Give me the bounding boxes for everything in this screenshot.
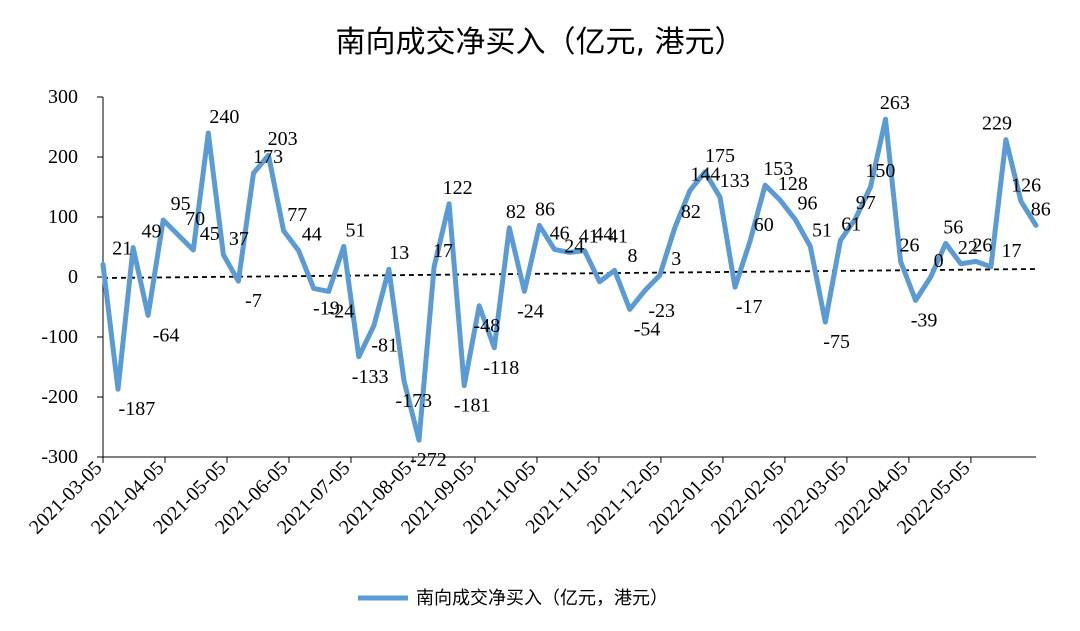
series-line — [100, 116, 1039, 443]
data-label: 82 — [506, 201, 526, 223]
y-tick-label: 300 — [48, 86, 78, 108]
data-label: -272 — [410, 449, 447, 471]
data-label: 70 — [185, 208, 205, 230]
data-label: 41 — [579, 225, 599, 247]
data-label: 96 — [797, 192, 817, 214]
data-label: 45 — [200, 223, 220, 245]
data-label: -81 — [371, 335, 398, 357]
series-layer — [100, 116, 1039, 443]
data-label: 86 — [1031, 198, 1051, 220]
data-label: 175 — [705, 145, 735, 167]
data-label: 24 — [564, 236, 584, 258]
data-label: -7 — [245, 290, 262, 312]
data-label: -173 — [396, 390, 433, 412]
data-label: -54 — [634, 318, 661, 340]
data-label: 17 — [433, 240, 453, 262]
data-label: -17 — [736, 296, 763, 318]
data-label: -24 — [328, 300, 355, 322]
y-tick-label: 100 — [48, 206, 78, 228]
data-label: 13 — [389, 242, 409, 264]
data-label: -187 — [119, 398, 156, 420]
data-label: 97 — [856, 192, 876, 214]
data-label: 61 — [841, 213, 861, 235]
y-tick-label: 200 — [48, 146, 78, 168]
data-label: -181 — [454, 395, 491, 417]
data-label: 17 — [1002, 240, 1022, 262]
data-label: 240 — [209, 106, 239, 128]
data-label: 86 — [535, 198, 555, 220]
data-label: 49 — [141, 221, 161, 243]
data-label: 56 — [943, 216, 963, 238]
data-label: 263 — [880, 92, 910, 114]
data-label: 41 — [608, 225, 628, 247]
y-tick-label: -200 — [41, 386, 78, 408]
data-label: 133 — [720, 170, 750, 192]
data-label: 128 — [778, 173, 808, 195]
data-label: 153 — [763, 158, 793, 180]
data-label: -133 — [352, 366, 389, 388]
data-label: 77 — [287, 204, 307, 226]
data-label: -75 — [823, 331, 850, 353]
data-label: -64 — [153, 324, 180, 346]
zero-line — [102, 268, 1037, 279]
data-label: 51 — [346, 219, 366, 241]
data-label: 144 — [690, 164, 720, 186]
data-label: 60 — [754, 214, 774, 236]
data-label: 26 — [972, 234, 992, 256]
data-label: 37 — [229, 228, 249, 250]
data-label: -23 — [648, 300, 675, 322]
legend: 南向成交净买入（亿元，港元） — [358, 588, 668, 609]
y-tick-label: -300 — [41, 446, 78, 468]
data-label: -39 — [911, 309, 938, 331]
data-label: 150 — [865, 160, 895, 182]
data-label: 44 — [593, 224, 613, 246]
legend-label: 南向成交净买入（亿元，港元） — [416, 588, 668, 609]
data-label: 0 — [934, 250, 944, 272]
data-label: -48 — [473, 315, 500, 337]
data-label: 44 — [302, 224, 322, 246]
y-axis: -300 -200 -100 0 100 200 300 — [41, 86, 104, 468]
x-axis: 2021-03-052021-04-052021-05-052021-06-05… — [25, 456, 1036, 539]
data-label: 173 — [253, 146, 283, 168]
data-label: 22 — [958, 237, 978, 259]
data-label: 51 — [812, 219, 832, 241]
data-label: -24 — [517, 300, 544, 322]
data-label: 82 — [681, 201, 701, 223]
data-label: 8 — [628, 245, 638, 267]
data-label: 21 — [112, 237, 132, 259]
data-label: 3 — [671, 248, 681, 270]
data-label: 122 — [443, 177, 473, 199]
data-label: 203 — [268, 128, 298, 150]
data-label: 229 — [982, 113, 1012, 135]
y-tick-label: 0 — [68, 266, 78, 288]
data-label: -118 — [483, 357, 519, 379]
data-label: 95 — [171, 193, 191, 215]
data-label: 26 — [900, 234, 920, 256]
y-tick-label: -100 — [41, 326, 78, 348]
chart-title: 南向成交净买入（亿元, 港元） — [335, 25, 744, 60]
data-label: -19 — [313, 297, 340, 319]
data-label: 126 — [1011, 174, 1041, 196]
data-labels: 21-18749-6495704524037-71732037744-19-24… — [112, 92, 1050, 471]
data-label: 46 — [550, 222, 570, 244]
zero-dashed-line — [102, 268, 1037, 279]
